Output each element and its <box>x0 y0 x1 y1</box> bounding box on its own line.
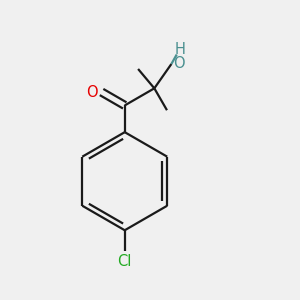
Text: O: O <box>86 85 98 100</box>
Text: Cl: Cl <box>118 254 132 269</box>
Text: O: O <box>173 56 184 71</box>
Text: H: H <box>174 42 185 57</box>
